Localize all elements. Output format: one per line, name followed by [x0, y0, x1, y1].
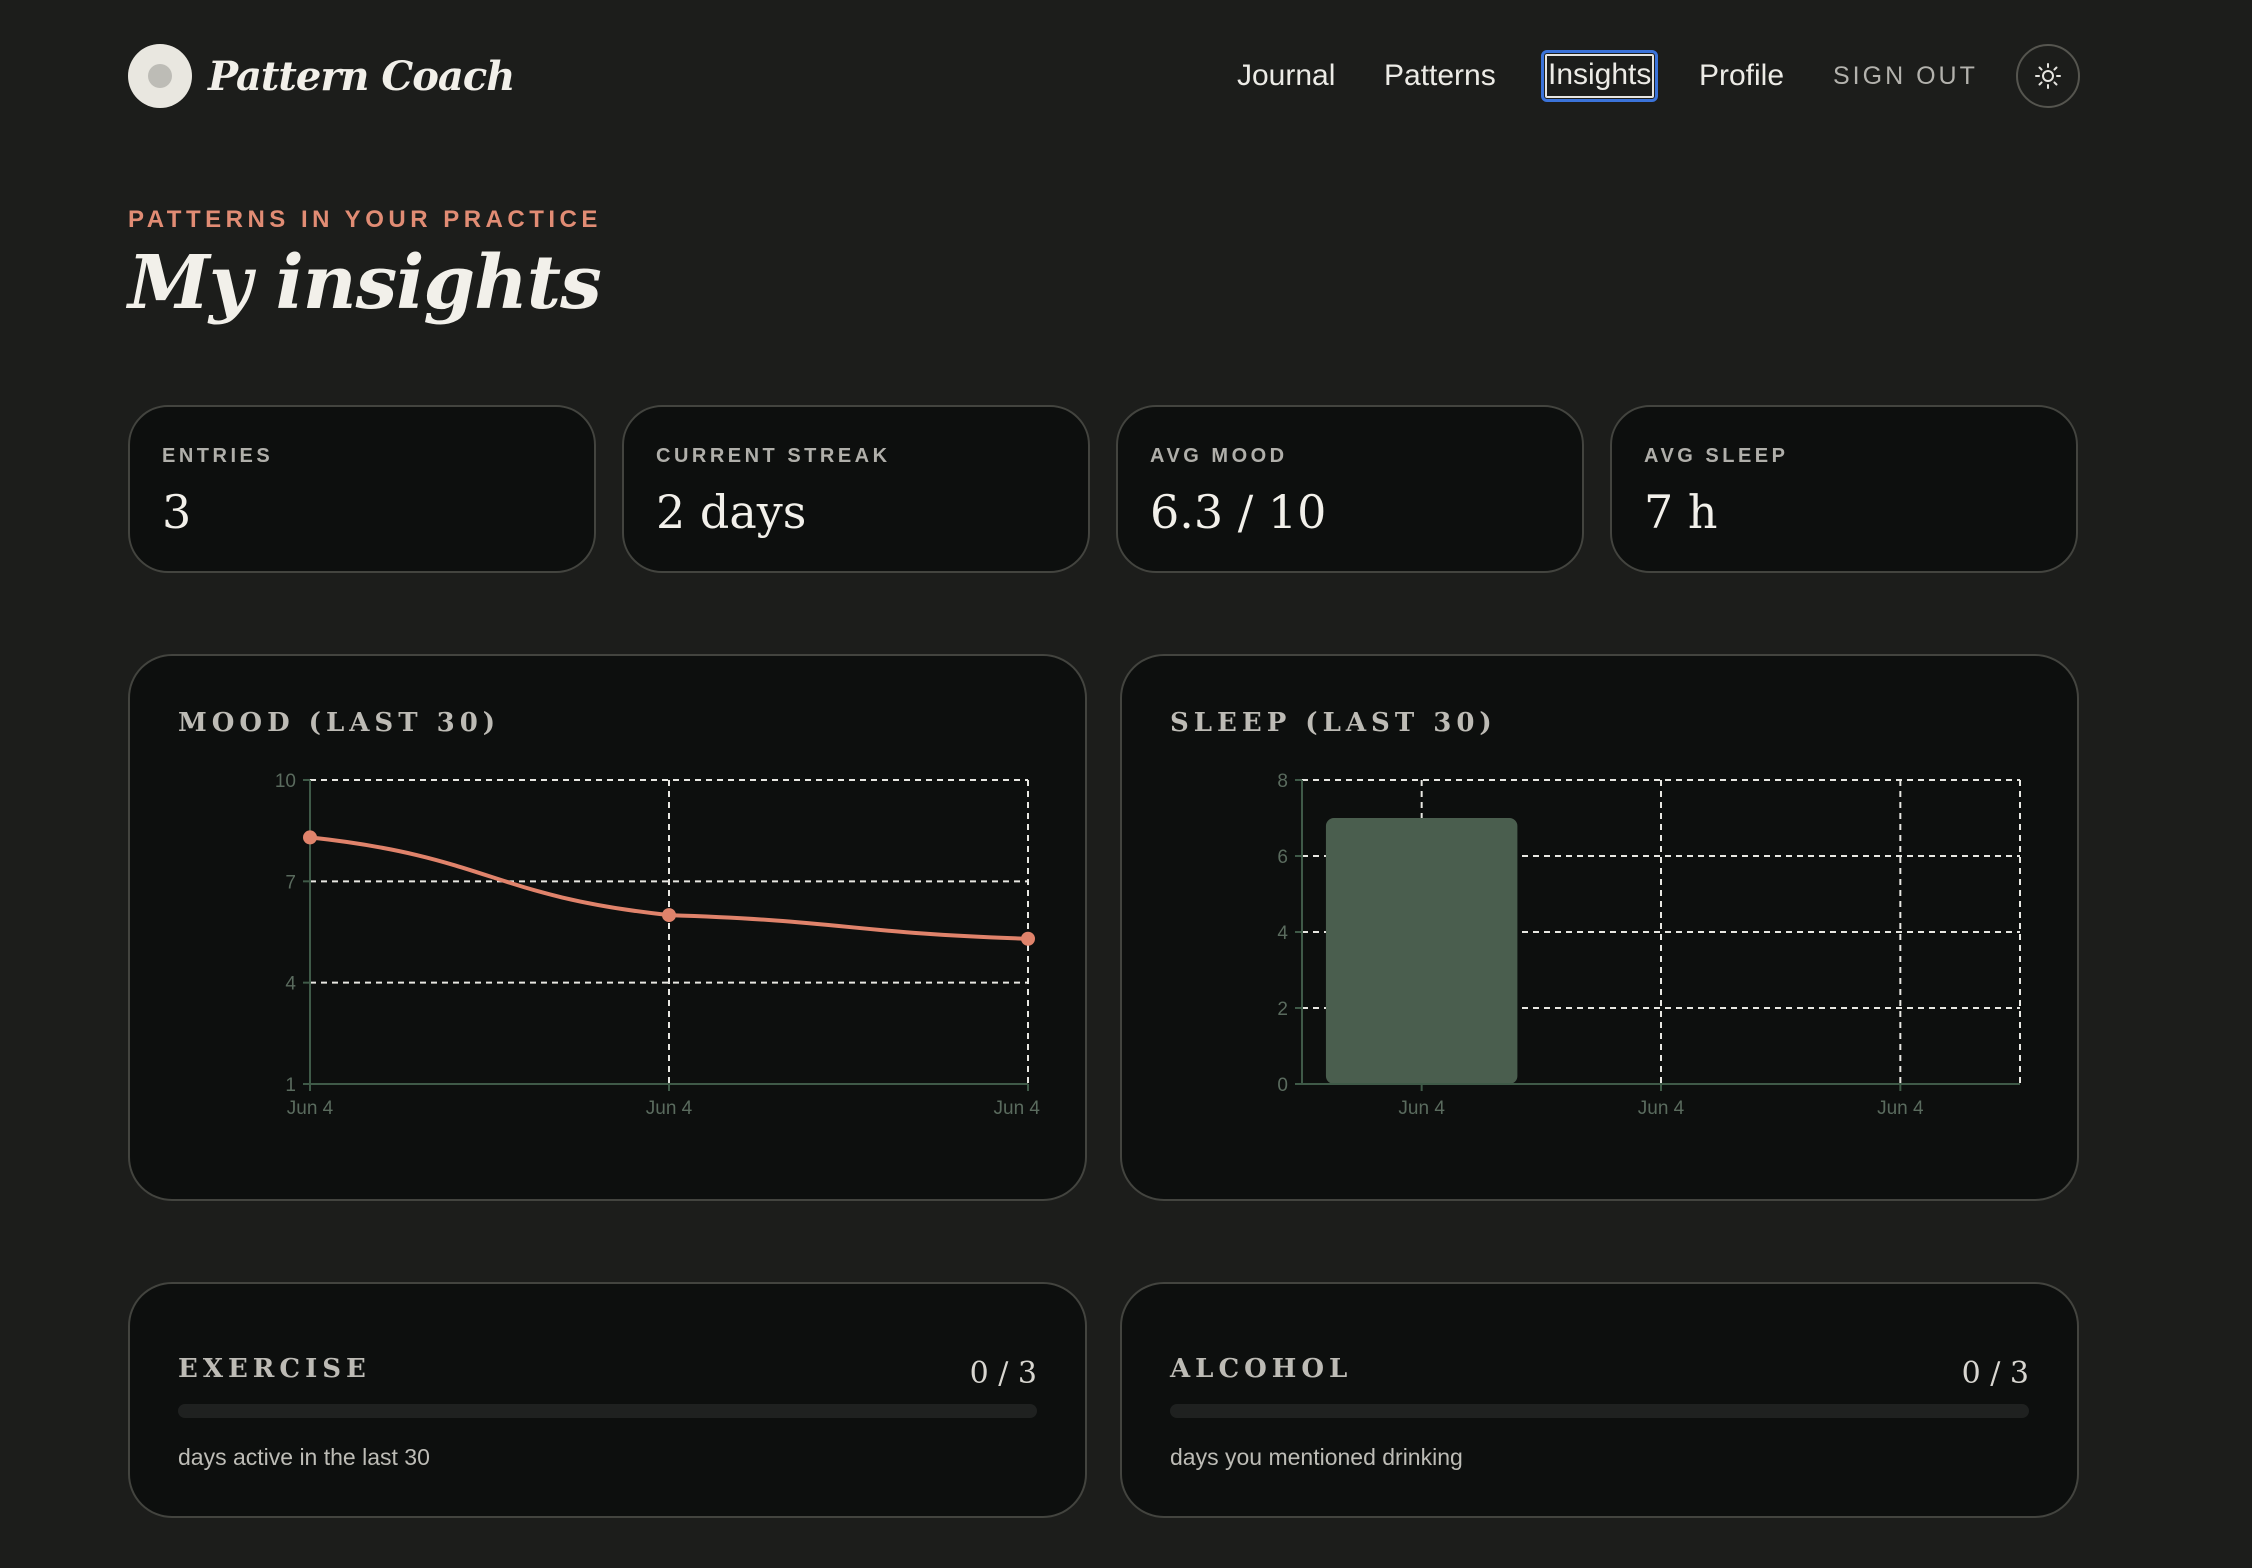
stat-value: 3 — [162, 485, 192, 539]
stat-label: ENTRIES — [162, 445, 274, 467]
stat-label: AVG SLEEP — [1644, 445, 1789, 467]
stat-value: 7 h — [1644, 485, 1718, 539]
sleep-bar — [1325, 818, 1518, 1084]
y-tick-label: 2 — [1277, 999, 1288, 1020]
stat-value: 6.3 / 10 — [1150, 485, 1327, 539]
y-tick-label: 10 — [275, 771, 296, 792]
nav-patterns[interactable]: Patterns — [1384, 59, 1496, 92]
stat-label: AVG MOOD — [1150, 445, 1288, 467]
y-tick-label: 0 — [1277, 1075, 1288, 1096]
habit-progress-bar — [1170, 1404, 2029, 1418]
mood-data-point — [1021, 931, 1035, 946]
sleep-chart: 0 2 4 6 8 Jun 4 Jun 4 Jun 4 — [1277, 771, 2021, 1119]
y-tick-label: 4 — [1277, 923, 1288, 944]
mood-chart-title: MOOD (LAST 30) — [178, 708, 501, 738]
stat-value: 2 days — [656, 485, 807, 539]
habit-title: ALCOHOL — [1170, 1354, 1353, 1384]
sleep-chart-title: SLEEP (LAST 30) — [1170, 708, 1497, 738]
mood-data-point — [662, 908, 676, 923]
theme-toggle-button[interactable] — [2016, 44, 2080, 108]
nav-journal[interactable]: Journal — [1237, 59, 1336, 92]
x-tick-label: Jun 4 — [1877, 1098, 1924, 1119]
y-tick-label: 6 — [1277, 847, 1288, 868]
stat-label: CURRENT STREAK — [656, 445, 891, 467]
y-tick-label: 1 — [285, 1075, 296, 1096]
stat-card-entries: ENTRIES 3 — [128, 405, 596, 573]
habit-count: 0 / 3 — [1961, 1356, 2029, 1391]
app-name: Pattern Coach — [208, 52, 515, 100]
main-nav: Journal Patterns Insights Profile SIGN O… — [0, 50, 2252, 102]
habit-card-exercise: EXERCISE 0 / 3 days active in the last 3… — [128, 1282, 1087, 1518]
app-logo[interactable]: Pattern Coach — [128, 44, 515, 108]
page-eyebrow: PATTERNS IN YOUR PRACTICE — [128, 206, 602, 233]
mood-data-point — [303, 830, 317, 845]
nav-insights[interactable]: Insights — [1541, 50, 1659, 102]
sleep-chart-card: SLEEP (LAST 30) 0 2 4 6 8 Jun 4 Jun 4 Jun 4 — [1120, 654, 2079, 1201]
stat-card-avg-sleep: AVG SLEEP 7 h — [1610, 405, 2078, 573]
sun-icon — [2035, 63, 2061, 89]
logo-mark-icon — [128, 44, 192, 108]
habit-count: 0 / 3 — [969, 1356, 1037, 1391]
stat-card-avg-mood: AVG MOOD 6.3 / 10 — [1116, 405, 1584, 573]
mood-chart: 1 4 7 10 Jun 4 Jun 4 Jun 4 — [275, 771, 1041, 1119]
page-title: My insights — [128, 240, 602, 326]
habit-title: EXERCISE — [178, 1354, 371, 1384]
x-tick-label: Jun 4 — [1638, 1098, 1685, 1119]
mood-chart-card: MOOD (LAST 30) 1 4 7 10 Jun 4 Jun 4 Jun 4 — [128, 654, 1087, 1201]
y-tick-label: 7 — [285, 872, 296, 893]
habit-caption: days you mentioned drinking — [1170, 1444, 1463, 1470]
y-tick-label: 8 — [1277, 771, 1288, 792]
x-tick-label: Jun 4 — [1398, 1098, 1445, 1119]
sign-out-button[interactable]: SIGN OUT — [1833, 62, 1978, 90]
x-tick-label: Jun 4 — [646, 1098, 693, 1119]
habit-progress-bar — [178, 1404, 1037, 1418]
stat-card-streak: CURRENT STREAK 2 days — [622, 405, 1090, 573]
nav-profile[interactable]: Profile — [1699, 59, 1785, 92]
habit-card-alcohol: ALCOHOL 0 / 3 days you mentioned drinkin… — [1120, 1282, 2079, 1518]
habit-caption: days active in the last 30 — [178, 1444, 430, 1470]
y-tick-label: 4 — [285, 974, 296, 995]
x-tick-label: Jun 4 — [994, 1098, 1041, 1119]
x-tick-label: Jun 4 — [287, 1098, 334, 1119]
